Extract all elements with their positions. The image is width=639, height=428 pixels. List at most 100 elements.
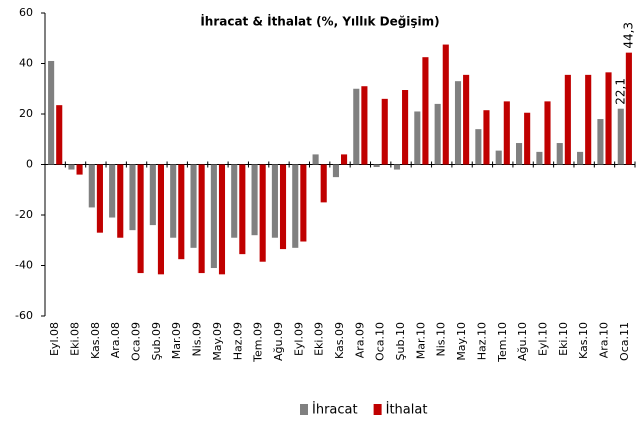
x-tick-label: Haz.10 bbox=[475, 322, 488, 360]
bar bbox=[312, 154, 319, 165]
bar bbox=[625, 52, 632, 165]
legend-label: İthalat bbox=[386, 402, 428, 418]
bar bbox=[157, 164, 164, 275]
x-tick-label: Kas.09 bbox=[333, 322, 346, 359]
x-tick-label: Eki.08 bbox=[69, 322, 82, 356]
bar bbox=[422, 57, 429, 165]
x-tick-label: Eyl.10 bbox=[536, 322, 549, 356]
bar bbox=[251, 164, 258, 236]
bar bbox=[239, 164, 246, 255]
bar bbox=[597, 119, 604, 165]
x-tick-label: Mar.09 bbox=[170, 322, 183, 359]
bar bbox=[463, 74, 470, 165]
x-tick-label: Şub.09 bbox=[150, 322, 163, 360]
bar bbox=[231, 164, 238, 238]
bar bbox=[218, 164, 226, 275]
x-tick-label: Oca.09 bbox=[130, 322, 143, 361]
bar bbox=[536, 151, 543, 165]
bar bbox=[300, 164, 307, 242]
bar bbox=[483, 110, 490, 165]
bar bbox=[190, 164, 197, 248]
x-tick-label: Kas.10 bbox=[577, 322, 590, 359]
y-tick-label: -20 bbox=[15, 208, 33, 221]
bar bbox=[198, 164, 205, 274]
legend-swatch bbox=[373, 404, 382, 415]
value-label: 22,1 bbox=[613, 78, 627, 105]
y-tick-label: -60 bbox=[15, 309, 33, 322]
bar bbox=[68, 164, 75, 170]
bar bbox=[605, 72, 612, 165]
bar bbox=[56, 105, 63, 165]
y-tick-label: -40 bbox=[15, 259, 33, 272]
bar bbox=[48, 60, 55, 165]
bar bbox=[434, 103, 441, 165]
legend-label: İhracat bbox=[312, 402, 358, 418]
x-tick-label: Oca.10 bbox=[374, 322, 387, 361]
x-tick-label: Haz.09 bbox=[231, 322, 244, 360]
x-tick-label: Eyl.08 bbox=[48, 322, 61, 356]
bar bbox=[353, 88, 360, 165]
bar bbox=[259, 164, 266, 262]
x-tick-label: Nis.10 bbox=[435, 322, 448, 357]
x-tick-label: Ara.08 bbox=[109, 322, 122, 358]
bar bbox=[292, 164, 299, 248]
x-tick-label: Şub.10 bbox=[394, 322, 407, 360]
x-tick-label: Eyl.09 bbox=[292, 322, 305, 356]
bar bbox=[381, 98, 388, 165]
bar bbox=[402, 90, 409, 165]
x-tick-label: Ara.09 bbox=[353, 322, 366, 358]
x-tick-label: Eki.10 bbox=[557, 322, 570, 356]
bar bbox=[129, 164, 136, 231]
bar bbox=[271, 164, 278, 238]
x-tick-label: Eki.09 bbox=[313, 322, 326, 356]
x-tick-label: Tem.10 bbox=[496, 322, 509, 363]
y-tick-label: 40 bbox=[19, 57, 33, 70]
bar bbox=[393, 164, 401, 170]
x-tick-label: Mar.10 bbox=[414, 322, 427, 359]
chart-title: İhracat & İthalat (%, Yıllık Değişim) bbox=[200, 14, 439, 29]
bar bbox=[332, 164, 339, 178]
bar bbox=[178, 164, 185, 260]
x-tick-label: May.09 bbox=[211, 322, 224, 361]
y-tick-label: 20 bbox=[19, 107, 33, 120]
bar bbox=[454, 81, 462, 165]
bar bbox=[279, 164, 287, 250]
bar bbox=[524, 112, 531, 165]
bar bbox=[556, 143, 563, 165]
bar bbox=[210, 164, 217, 269]
bar bbox=[585, 74, 592, 165]
bar bbox=[170, 164, 177, 238]
bar bbox=[320, 164, 327, 203]
bar bbox=[516, 143, 523, 165]
x-tick-label: Oca.11 bbox=[618, 322, 631, 361]
bar bbox=[361, 86, 368, 165]
bar bbox=[109, 164, 116, 218]
value-label: 44,3 bbox=[621, 22, 635, 49]
x-tick-label: Nis.09 bbox=[191, 322, 204, 357]
x-tick-label: May.10 bbox=[455, 322, 468, 361]
bar bbox=[475, 129, 482, 165]
x-tick-label: Ağu.10 bbox=[516, 322, 529, 361]
bar bbox=[117, 164, 124, 238]
bar bbox=[442, 44, 449, 165]
bar bbox=[88, 164, 95, 208]
bar bbox=[373, 164, 380, 168]
bar bbox=[341, 154, 348, 165]
x-tick-label: Tem.09 bbox=[252, 322, 265, 363]
x-tick-label: Ağu.09 bbox=[272, 322, 285, 361]
bar bbox=[564, 74, 571, 165]
x-tick-label: Kas.08 bbox=[89, 322, 102, 359]
y-tick-label: 60 bbox=[19, 6, 33, 19]
bar bbox=[544, 101, 551, 165]
bar bbox=[96, 164, 103, 233]
bar bbox=[577, 151, 584, 165]
bar bbox=[414, 111, 421, 165]
bar bbox=[617, 108, 624, 165]
bar bbox=[76, 164, 83, 175]
bar bbox=[149, 164, 156, 226]
legend-swatch bbox=[300, 404, 308, 415]
bar bbox=[137, 164, 144, 274]
bar bbox=[503, 101, 510, 165]
bar bbox=[495, 150, 502, 165]
